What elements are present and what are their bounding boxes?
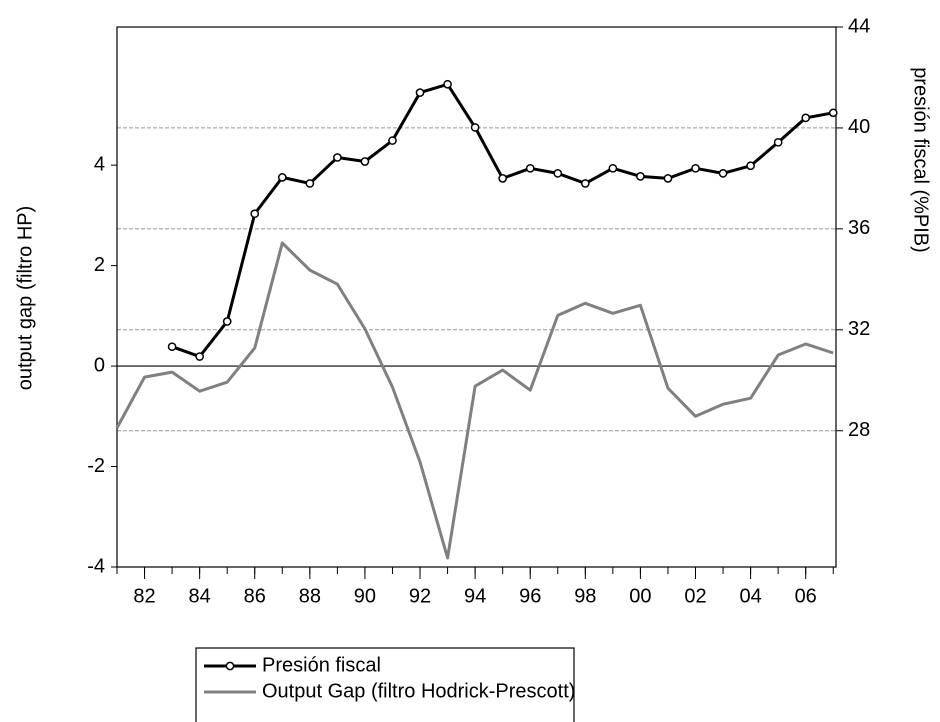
point xyxy=(498,174,508,183)
y2-tick-label: 28 xyxy=(848,419,870,441)
y2-axis-label: presión fiscal (%PIB) xyxy=(910,67,932,253)
point xyxy=(636,172,645,181)
y-tick-label: 4 xyxy=(94,153,105,175)
point xyxy=(718,169,728,178)
y-tick-label: 2 xyxy=(94,254,105,276)
point xyxy=(222,317,232,326)
y2-tick-label: 40 xyxy=(848,116,870,138)
point xyxy=(525,163,535,173)
y2-tick-label: 44 xyxy=(848,15,870,37)
point xyxy=(746,161,755,171)
y-axis-label: output gap (filtro HP) xyxy=(14,206,36,391)
point xyxy=(250,209,260,219)
x-tick-label: 90 xyxy=(354,585,376,607)
point xyxy=(608,163,618,173)
point xyxy=(691,163,700,173)
point xyxy=(828,108,838,118)
y2-tick-label: 36 xyxy=(848,217,870,239)
point xyxy=(388,136,397,145)
point xyxy=(663,174,673,183)
legend-label: Presión fiscal xyxy=(262,654,381,676)
x-tick-label: 84 xyxy=(189,585,211,607)
point xyxy=(167,342,177,352)
x-tick-label: 98 xyxy=(574,585,596,607)
x-tick-label: 96 xyxy=(519,585,541,607)
x-tick-label: 88 xyxy=(299,585,321,607)
point xyxy=(277,173,287,182)
legend-box xyxy=(195,647,575,722)
point xyxy=(773,137,783,147)
x-tick-label: 04 xyxy=(739,585,761,607)
y-tick-label: 0 xyxy=(94,354,105,376)
x-tick-label: 00 xyxy=(629,585,651,607)
point xyxy=(333,153,342,162)
point xyxy=(305,179,315,188)
y-tick-label: -2 xyxy=(87,455,105,477)
point xyxy=(470,123,480,132)
x-tick-label: 94 xyxy=(464,585,486,607)
x-tick-label: 82 xyxy=(133,585,155,607)
x-tick-label: 02 xyxy=(684,585,706,607)
point xyxy=(553,169,563,178)
point xyxy=(443,79,452,89)
x-tick-label: 06 xyxy=(795,585,817,607)
legend-marker xyxy=(225,661,235,671)
point xyxy=(360,157,370,166)
x-tick-label: 92 xyxy=(409,585,431,607)
x-tick-label: 86 xyxy=(244,585,266,607)
series-line xyxy=(171,82,834,359)
plot-frame xyxy=(116,26,837,568)
legend-label: Output Gap (filtro Hodrick-Prescott) xyxy=(262,680,575,702)
point xyxy=(195,352,204,361)
y-tick-label: -4 xyxy=(87,555,105,577)
series-line xyxy=(115,241,834,560)
point xyxy=(415,88,425,97)
y2-tick-label: 32 xyxy=(848,318,870,340)
point xyxy=(801,113,811,123)
point xyxy=(580,179,590,188)
